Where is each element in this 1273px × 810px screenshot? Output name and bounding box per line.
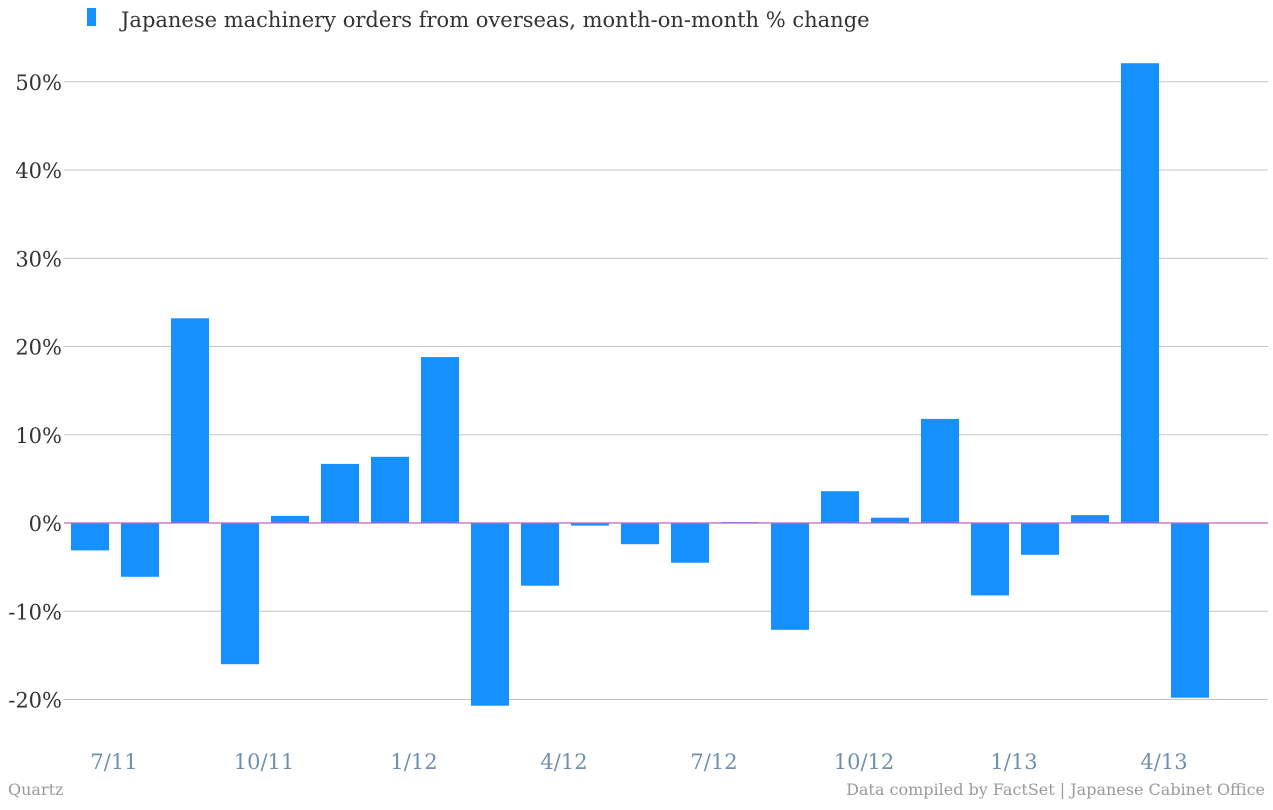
bar bbox=[271, 515, 309, 523]
bar bbox=[1071, 515, 1109, 523]
bar bbox=[221, 523, 259, 665]
y-tick-label: 50% bbox=[15, 71, 62, 95]
bar bbox=[771, 523, 809, 630]
bar bbox=[1021, 523, 1059, 555]
bar bbox=[171, 318, 209, 523]
x-tick-label: 7/12 bbox=[690, 750, 737, 774]
y-tick-label: -20% bbox=[8, 689, 62, 713]
y-tick-label: 40% bbox=[15, 159, 62, 183]
bar bbox=[971, 523, 1009, 596]
grid-lines bbox=[64, 81, 1268, 700]
bar bbox=[921, 418, 959, 523]
y-tick-label: 30% bbox=[15, 247, 62, 271]
legend: Japanese machinery orders from overseas,… bbox=[87, 8, 870, 32]
x-tick-label: 7/11 bbox=[90, 750, 137, 774]
bar bbox=[821, 491, 859, 523]
bar bbox=[1121, 63, 1159, 523]
bar bbox=[1171, 523, 1209, 698]
bar bbox=[871, 517, 909, 523]
bar bbox=[371, 456, 409, 523]
bar bbox=[71, 523, 109, 551]
y-tick-label: 20% bbox=[15, 336, 62, 360]
x-tick-label: 1/12 bbox=[390, 750, 437, 774]
legend-label: Japanese machinery orders from overseas,… bbox=[119, 8, 870, 32]
source-right: Data compiled by FactSet | Japanese Cabi… bbox=[846, 780, 1265, 799]
legend-swatch bbox=[87, 8, 96, 26]
x-axis: 7/11 10/11 1/12 4/12 7/12 10/12 1/13 4/13 bbox=[90, 750, 1187, 774]
y-tick-label: -10% bbox=[8, 600, 62, 624]
x-tick-label: 10/11 bbox=[234, 750, 295, 774]
bar bbox=[621, 523, 659, 545]
bars bbox=[71, 63, 1209, 706]
x-tick-label: 1/13 bbox=[990, 750, 1037, 774]
x-tick-label: 4/12 bbox=[540, 750, 587, 774]
bar bbox=[471, 523, 509, 706]
source-left: Quartz bbox=[8, 780, 64, 799]
x-tick-label: 10/12 bbox=[834, 750, 895, 774]
y-tick-label: 10% bbox=[15, 424, 62, 448]
bar bbox=[421, 357, 459, 523]
bar bbox=[671, 523, 709, 563]
x-tick-label: 4/13 bbox=[1140, 750, 1187, 774]
bar bbox=[121, 523, 159, 577]
y-tick-label: 0% bbox=[29, 512, 62, 536]
bar bbox=[571, 523, 609, 526]
y-axis: -20% -10% 0% 10% 20% 30% 40% 50% bbox=[8, 71, 62, 713]
bar bbox=[521, 523, 559, 586]
bar bbox=[321, 463, 359, 523]
